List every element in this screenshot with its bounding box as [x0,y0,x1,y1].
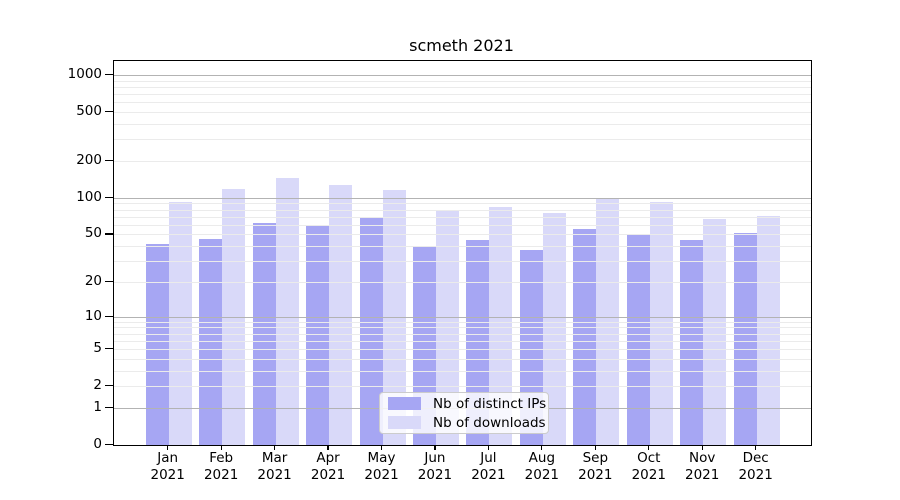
x-tick-mark-jun [434,445,436,450]
y-tick-label-200: 200 [76,151,102,168]
x-tick-label-aug: Aug 2021 [502,450,582,483]
x-tick-month: Sep [582,450,609,466]
legend-label-downloads: Nb of downloads [433,414,546,431]
y-tick-label-1000: 1000 [67,66,102,82]
y-tick-mark-50 [105,233,113,235]
x-tick-label-may: May 2021 [342,450,422,483]
y-tick-mark-10 [105,315,113,317]
x-tick-year: 2021 [364,466,399,483]
legend-swatch-downloads [388,416,421,429]
y-tick-label-5: 5 [93,340,102,357]
x-tick-year: 2021 [203,466,239,483]
x-tick-month: Jul [480,450,497,466]
x-tick-mark-jul [487,445,489,450]
x-tick-mark-dec [755,445,757,450]
bar-distinct-ips-sep [573,229,597,445]
y-tick-label-500: 500 [76,103,102,120]
x-tick-year: 2021 [738,466,773,483]
bar-downloads-jul [489,207,513,445]
bar-distinct-ips-oct [626,234,650,445]
x-tick-mark-apr [327,445,329,450]
bar-distinct-ips-mar [252,223,276,445]
bar-downloads-apr [329,184,353,445]
x-tick-month: Apr [316,450,340,466]
x-tick-label-feb: Feb 2021 [181,450,261,483]
y-tick-label-2: 2 [93,377,102,394]
y-tick-label-1: 1 [93,398,102,415]
x-tick-month: Dec [742,450,769,466]
x-tick-mark-feb [220,445,222,450]
x-tick-year: 2021 [417,466,453,483]
y-tick-mark-5 [105,348,113,350]
y-tick-label-100: 100 [76,188,102,205]
x-tick-month: Nov [689,450,716,466]
x-tick-label-jun: Jun 2021 [395,450,475,483]
bar-distinct-ips-nov [680,239,704,445]
y-tick-mark-200 [105,159,113,162]
chart-title: scmeth 2021 [409,36,514,55]
y-tick-label-0: 0 [93,436,102,452]
bar-downloads-nov [703,219,727,445]
y-tick-mark-1 [105,406,113,409]
legend-swatch-distinct-ips [388,397,421,410]
y-tick-mark-2 [105,385,113,387]
bar-distinct-ips-may [359,216,383,445]
x-tick-month: Oct [637,450,661,466]
x-tick-mark-jan [167,445,169,450]
bar-downloads-jan [168,201,192,445]
x-tick-mark-nov [701,445,703,450]
bar-distinct-ips-jan [145,243,169,445]
x-tick-month: Jan [157,450,179,466]
x-tick-year: 2021 [631,466,666,483]
legend-item-downloads: Nb of downloads [380,415,548,431]
bar-distinct-ips-feb [199,238,223,445]
bar-downloads-dec [756,215,780,445]
bar-distinct-ips-apr [306,224,330,445]
bar-downloads-mar [275,178,299,445]
x-tick-label-mar: Mar 2021 [235,450,315,483]
bar-downloads-oct [649,201,673,445]
x-tick-year: 2021 [150,466,185,483]
x-tick-label-apr: Apr 2021 [288,450,368,483]
y-tick-label-10: 10 [84,307,102,324]
x-tick-label-oct: Oct 2021 [609,450,689,483]
x-tick-year: 2021 [257,466,292,483]
legend: Nb of distinct IPs Nb of downloads [379,392,549,434]
x-tick-year: 2021 [471,466,506,483]
x-tick-label-nov: Nov 2021 [662,450,742,483]
x-tick-month: Mar [261,450,288,466]
x-tick-mark-oct [648,445,650,450]
x-tick-month: Jun [424,450,446,466]
x-tick-label-sep: Sep 2021 [555,450,635,483]
y-tick-mark-20 [105,280,113,283]
x-tick-year: 2021 [524,466,560,483]
x-tick-mark-aug [541,445,543,450]
x-tick-year: 2021 [310,466,346,483]
bar-distinct-ips-dec [733,233,757,445]
x-tick-year: 2021 [685,466,720,483]
bars-layer [114,61,811,445]
legend-label-distinct-ips: Nb of distinct IPs [433,395,547,412]
x-tick-label-dec: Dec 2021 [716,450,796,483]
y-tick-label-50: 50 [84,225,102,242]
y-tick-mark-100 [105,196,113,199]
x-tick-month: Feb [209,450,234,466]
bar-downloads-sep [596,198,620,445]
x-tick-year: 2021 [578,466,613,483]
y-tick-mark-500 [105,111,113,113]
y-tick-label-20: 20 [84,272,102,289]
x-tick-month: Aug [528,450,556,466]
y-tick-mark-0 [105,444,113,446]
x-tick-mark-mar [274,445,276,450]
x-tick-label-jan: Jan 2021 [128,450,208,483]
x-tick-mark-sep [594,445,596,450]
plot-area: Nb of distinct IPs Nb of downloads [113,60,812,446]
x-tick-mark-may [380,445,383,450]
bar-downloads-feb [222,189,246,445]
legend-item-distinct-ips: Nb of distinct IPs [380,396,548,412]
x-tick-month: May [367,450,396,466]
y-tick-mark-1000 [105,74,113,76]
x-tick-label-jul: Jul 2021 [448,450,528,483]
